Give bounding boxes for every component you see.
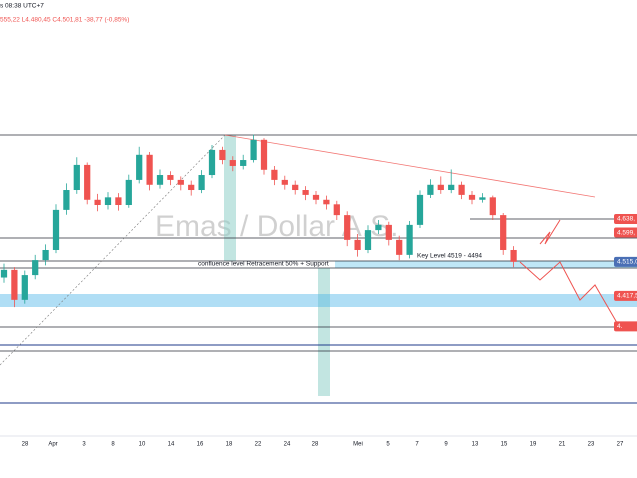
price-label: 4.638, xyxy=(617,216,635,223)
candle-body xyxy=(73,164,80,191)
price-label-box xyxy=(614,290,637,301)
x-tick-label: 19 xyxy=(530,442,537,448)
candle-body xyxy=(500,215,507,250)
candle-body xyxy=(333,204,340,216)
candle-body xyxy=(437,184,444,191)
candle-body xyxy=(104,197,112,206)
candle-body xyxy=(396,239,403,255)
x-tick-label: Mei xyxy=(353,442,363,448)
price-label: 4. xyxy=(617,323,623,330)
candle-body xyxy=(510,249,517,262)
annotation: Key Level 4519 - 4494 xyxy=(417,253,482,260)
candle-body xyxy=(260,139,268,170)
price-label-box xyxy=(614,213,637,224)
zone xyxy=(224,135,236,261)
zone xyxy=(318,268,330,396)
candle-body xyxy=(167,175,174,180)
candle-body xyxy=(364,230,372,250)
candle-body xyxy=(136,154,143,180)
candle-body xyxy=(219,149,226,161)
x-tick-label: 18 xyxy=(226,442,233,448)
candle-body xyxy=(156,175,164,185)
candle-body xyxy=(281,179,288,185)
candle-body xyxy=(11,269,18,300)
x-tick-label: 3 xyxy=(82,442,86,448)
candle-body xyxy=(416,194,424,225)
x-tick-label: 7 xyxy=(415,442,419,448)
candle-body xyxy=(84,164,91,200)
candle-body xyxy=(292,184,299,191)
candle-body xyxy=(406,224,413,255)
x-tick-label: 21 xyxy=(559,442,566,448)
price-label-box xyxy=(614,256,637,267)
candle-body xyxy=(125,179,132,206)
support-band xyxy=(0,294,637,307)
x-tick-label: 5 xyxy=(386,442,390,448)
x-tick-label: 23 xyxy=(588,442,595,448)
candle-body xyxy=(271,169,278,180)
annotation: confluence level Retracement 50% + Suppo… xyxy=(198,261,329,268)
x-tick-label: 28 xyxy=(22,442,29,448)
trend-line xyxy=(224,134,596,198)
candle-body xyxy=(385,224,392,240)
x-tick-label: 8 xyxy=(111,442,115,448)
candle-body xyxy=(323,199,330,205)
candle-body xyxy=(448,184,455,191)
price-label: 4.599, xyxy=(617,229,635,236)
candle-body xyxy=(240,160,247,166)
x-tick-label: 10 xyxy=(139,442,146,448)
price-label: 4.417,52 xyxy=(617,293,637,300)
candle-body xyxy=(458,184,465,195)
x-tick-label: 14 xyxy=(168,442,175,448)
candle-body xyxy=(427,184,434,195)
candle-body xyxy=(302,190,309,195)
x-tick-label: 22 xyxy=(255,442,262,448)
x-tick-label: 9 xyxy=(444,442,448,448)
candle-body xyxy=(115,197,122,206)
candle-body xyxy=(208,149,216,176)
projection-arrow xyxy=(539,219,561,245)
candle-body xyxy=(229,160,236,166)
price-label: 4.515,03 xyxy=(617,259,637,266)
x-tick-label: Apr xyxy=(48,442,57,448)
candle-body xyxy=(354,239,361,250)
candle-body xyxy=(146,154,153,185)
price-label-box xyxy=(614,321,637,332)
key-level-band xyxy=(335,261,637,268)
fib-line xyxy=(0,134,226,366)
projection-arrow xyxy=(519,261,621,329)
candle-body xyxy=(312,194,320,200)
candle-body xyxy=(198,175,205,191)
x-tick-label: 13 xyxy=(472,442,479,448)
candle-body xyxy=(42,249,49,261)
candle-body xyxy=(250,139,257,161)
candle-body xyxy=(468,194,476,200)
candle-body xyxy=(177,179,184,185)
header-ohlc: 555,22 L4.480,45 C4.501,81 -38,77 (-0,85… xyxy=(0,17,129,24)
x-tick-label: 28 xyxy=(312,442,319,448)
x-tick-label: 24 xyxy=(284,442,291,448)
candle-body xyxy=(479,197,486,200)
candle-body xyxy=(375,224,382,231)
x-tick-label: 15 xyxy=(501,442,508,448)
candle-body xyxy=(32,260,39,276)
candle-body xyxy=(52,209,60,250)
header-time: s 08:38 UTC+7 xyxy=(0,3,44,10)
candle-body xyxy=(94,199,101,206)
candle-body xyxy=(188,184,195,191)
candle-body xyxy=(489,197,496,216)
candle-body xyxy=(21,275,28,300)
x-tick-label: 27 xyxy=(617,442,624,448)
candle-body xyxy=(344,215,351,240)
x-tick-label: 16 xyxy=(197,442,204,448)
candle-body xyxy=(63,190,70,210)
price-label-box xyxy=(614,227,637,238)
candle-body xyxy=(0,269,8,278)
